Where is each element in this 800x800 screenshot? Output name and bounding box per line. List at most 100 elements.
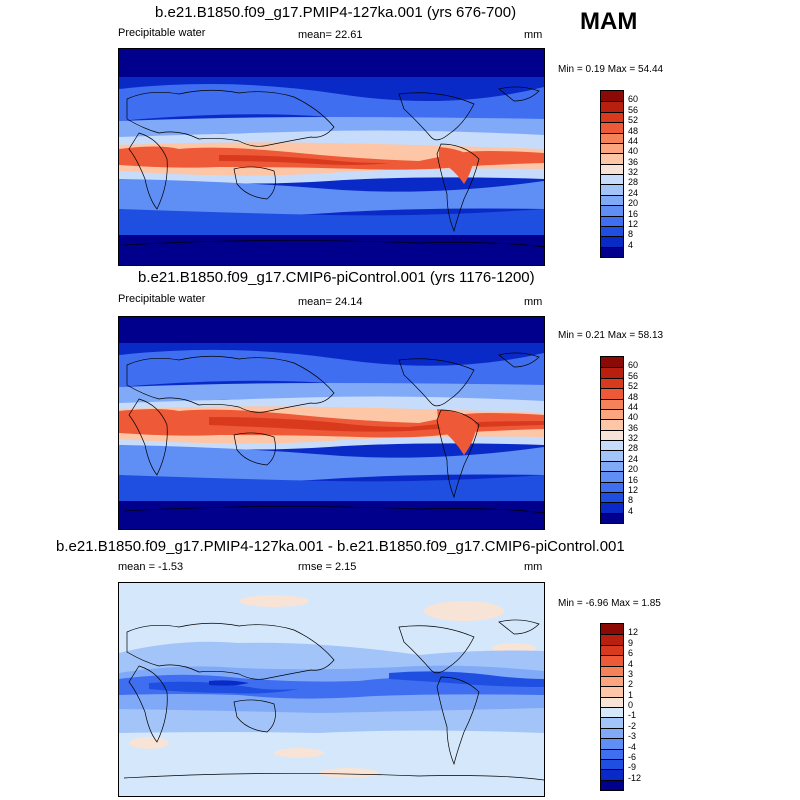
colorbar-tick-label: 16 — [628, 474, 639, 485]
colorbar-cell — [601, 163, 623, 174]
colorbar-tick-label: 8 — [628, 229, 634, 240]
panel1-variable-label: Precipitable water — [118, 27, 206, 39]
colorbar-cell — [601, 357, 623, 368]
colorbar-cell — [601, 367, 623, 378]
season-label: MAM — [580, 8, 638, 35]
colorbar-cell — [601, 779, 623, 790]
colorbar-cell — [601, 225, 623, 237]
colorbar-cell — [601, 419, 623, 430]
colorbar-cell — [601, 471, 623, 482]
colorbar-cell — [601, 481, 623, 492]
panel2-title: b.e21.B1850.f09_g17.CMIP6-piControl.001 … — [138, 269, 535, 286]
colorbar-tick-label: 32 — [628, 433, 639, 443]
colorbar-tick-label: 60 — [628, 94, 639, 105]
colorbar-cell — [601, 491, 623, 503]
colorbar-tick-label: 16 — [628, 208, 639, 219]
colorbar-tick-label: 36 — [628, 156, 639, 167]
panel3-title: b.e21.B1850.f09_g17.PMIP4-127ka.001 - b.… — [56, 538, 625, 555]
colorbar-tick-label: 9 — [628, 637, 634, 648]
colorbar-cell — [601, 738, 623, 749]
panel1-mean-label: mean= 22.61 — [298, 29, 363, 41]
panel3-map — [118, 582, 545, 797]
colorbar-tick-label: -6 — [628, 751, 637, 762]
colorbar-cell — [601, 398, 623, 409]
panel3-colorbar — [600, 623, 624, 791]
panel3-mean-label: mean = -1.53 — [118, 561, 184, 573]
panel1-minmax-label: Min = 0.19 Max = 54.44 — [558, 64, 664, 75]
colorbar-tick-label: 4 — [628, 658, 634, 669]
panel2-minmax-label: Min = 0.21 Max = 58.13 — [558, 330, 664, 341]
colorbar-tick-label: 56 — [628, 370, 639, 381]
colorbar-cell — [601, 408, 623, 420]
colorbar-cell — [601, 377, 623, 389]
colorbar-cell — [601, 429, 623, 440]
colorbar-tick-label: 2 — [628, 679, 634, 690]
colorbar-tick-label: 48 — [628, 391, 639, 402]
panel2-map — [118, 316, 545, 530]
colorbar-tick-label: 12 — [628, 218, 639, 229]
colorbar-cell — [601, 665, 623, 676]
panel2-variable-label: Precipitable water — [118, 293, 206, 305]
colorbar-cell — [601, 122, 623, 133]
colorbar-tick-label: 48 — [628, 125, 639, 136]
colorbar-cell — [601, 675, 623, 687]
colorbar-tick-label: 44 — [628, 135, 639, 146]
panel3-units-label: mm — [524, 561, 543, 573]
colorbar-tick-label: 3 — [628, 668, 634, 679]
colorbar-tick-label: 20 — [628, 198, 639, 209]
colorbar-cell — [601, 194, 623, 206]
panel1-title: b.e21.B1850.f09_g17.PMIP4-127ka.001 (yrs… — [155, 4, 517, 21]
colorbar-tick-label: 40 — [628, 146, 639, 157]
colorbar-tick-label: 6 — [628, 648, 634, 659]
colorbar-tick-label: 24 — [628, 187, 639, 198]
colorbar-tick-label: 44 — [628, 401, 639, 412]
colorbar-cell — [601, 153, 623, 164]
colorbar-cell — [601, 696, 623, 707]
colorbar-cell — [601, 246, 623, 257]
colorbar-cell — [601, 101, 623, 112]
colorbar-cell — [601, 91, 623, 102]
colorbar-cell — [601, 205, 623, 216]
colorbar-tick-label: 4 — [628, 239, 634, 250]
colorbar-cell — [601, 236, 623, 247]
colorbar-cell — [601, 450, 623, 461]
colorbar-tick-label: 52 — [628, 115, 639, 126]
colorbar-cell — [601, 727, 623, 739]
colorbar-tick-label: -4 — [628, 741, 637, 752]
colorbar-tick-label: 12 — [628, 627, 639, 638]
colorbar-cell — [601, 717, 623, 728]
colorbar-tick-label: 28 — [628, 443, 639, 454]
colorbar-tick-label: -9 — [628, 762, 637, 773]
colorbar-cell — [601, 644, 623, 656]
colorbar-tick-label: 8 — [628, 495, 634, 506]
colorbar-cell — [601, 748, 623, 759]
colorbar-cell — [601, 512, 623, 523]
colorbar-cell — [601, 388, 623, 399]
colorbar-tick-label: 28 — [628, 177, 639, 188]
colorbar-cell — [601, 769, 623, 780]
colorbar-tick-label: -2 — [628, 720, 637, 731]
panel1-colorbar — [600, 90, 624, 258]
colorbar-tick-label: 0 — [628, 700, 634, 710]
panel2-units-label: mm — [524, 296, 543, 308]
panel1-map — [118, 48, 545, 266]
colorbar-cell — [601, 707, 623, 718]
panel2-mean-label: mean= 24.14 — [298, 296, 363, 308]
colorbar-cell — [601, 184, 623, 195]
colorbar-tick-label: -3 — [628, 731, 637, 742]
colorbar-tick-label: 56 — [628, 104, 639, 115]
colorbar-cell — [601, 655, 623, 666]
colorbar-tick-label: -1 — [628, 710, 637, 721]
colorbar-tick-label: 12 — [628, 484, 639, 495]
colorbar-cell — [601, 686, 623, 697]
colorbar-cell — [601, 440, 623, 451]
colorbar-cell — [601, 624, 623, 635]
colorbar-tick-label: 52 — [628, 381, 639, 392]
colorbar-tick-label: -12 — [628, 772, 642, 783]
colorbar-tick-label: 60 — [628, 360, 639, 371]
colorbar-tick-label: 24 — [628, 453, 639, 464]
panel3-rmse-label: rmse = 2.15 — [298, 561, 357, 573]
colorbar-cell — [601, 634, 623, 645]
colorbar-cell — [601, 215, 623, 226]
colorbar-cell — [601, 174, 623, 185]
